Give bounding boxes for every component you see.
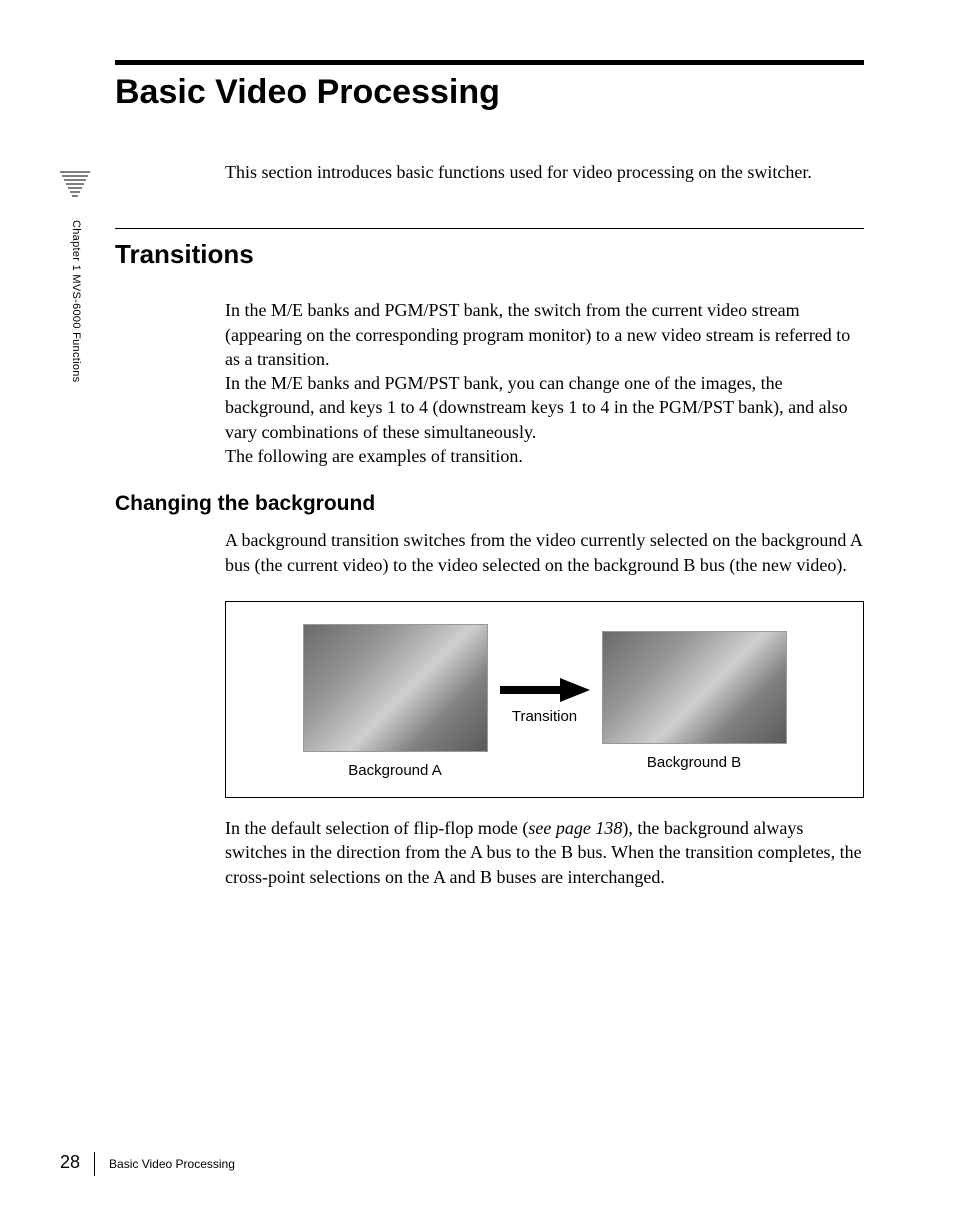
arrow-block: Transition — [500, 678, 590, 725]
footer-divider — [94, 1152, 95, 1176]
title-rule — [115, 60, 864, 65]
arrow-label: Transition — [512, 708, 577, 725]
sidebar-chapter-label: Chapter 1 MVS-6000 Functions — [70, 220, 82, 382]
figure-container: Background A Transition Background B — [225, 601, 864, 798]
caption-a: Background A — [348, 762, 441, 779]
figure-row: Background A Transition Background B — [256, 624, 833, 779]
sidebar-lines-icon — [58, 168, 92, 202]
section-rule — [115, 228, 864, 229]
arrow-right-icon — [500, 678, 590, 702]
figure-block-b: Background B — [602, 631, 787, 771]
footer: 28 Basic Video Processing — [60, 1152, 235, 1176]
subsection-title: Changing the background — [115, 492, 864, 516]
figure-block-a: Background A — [303, 624, 488, 779]
section-body: In the M/E banks and PGM/PST bank, the s… — [225, 298, 864, 468]
page-container: Chapter 1 MVS-6000 Functions Basic Video… — [0, 0, 954, 1212]
page-number: 28 — [60, 1152, 80, 1173]
subsection-body: A background transition switches from th… — [225, 528, 864, 577]
footer-label: Basic Video Processing — [109, 1157, 235, 1171]
after-figure-paragraph: In the default selection of flip-flop mo… — [225, 816, 864, 889]
after-figure-italic: see page 138 — [528, 818, 622, 838]
section-title: Transitions — [115, 239, 864, 270]
page-title: Basic Video Processing — [115, 73, 864, 112]
caption-b: Background B — [647, 754, 741, 771]
background-a-image — [303, 624, 488, 752]
intro-paragraph: This section introduces basic functions … — [225, 160, 864, 184]
after-figure-pre: In the default selection of flip-flop mo… — [225, 818, 528, 838]
background-b-image — [602, 631, 787, 744]
